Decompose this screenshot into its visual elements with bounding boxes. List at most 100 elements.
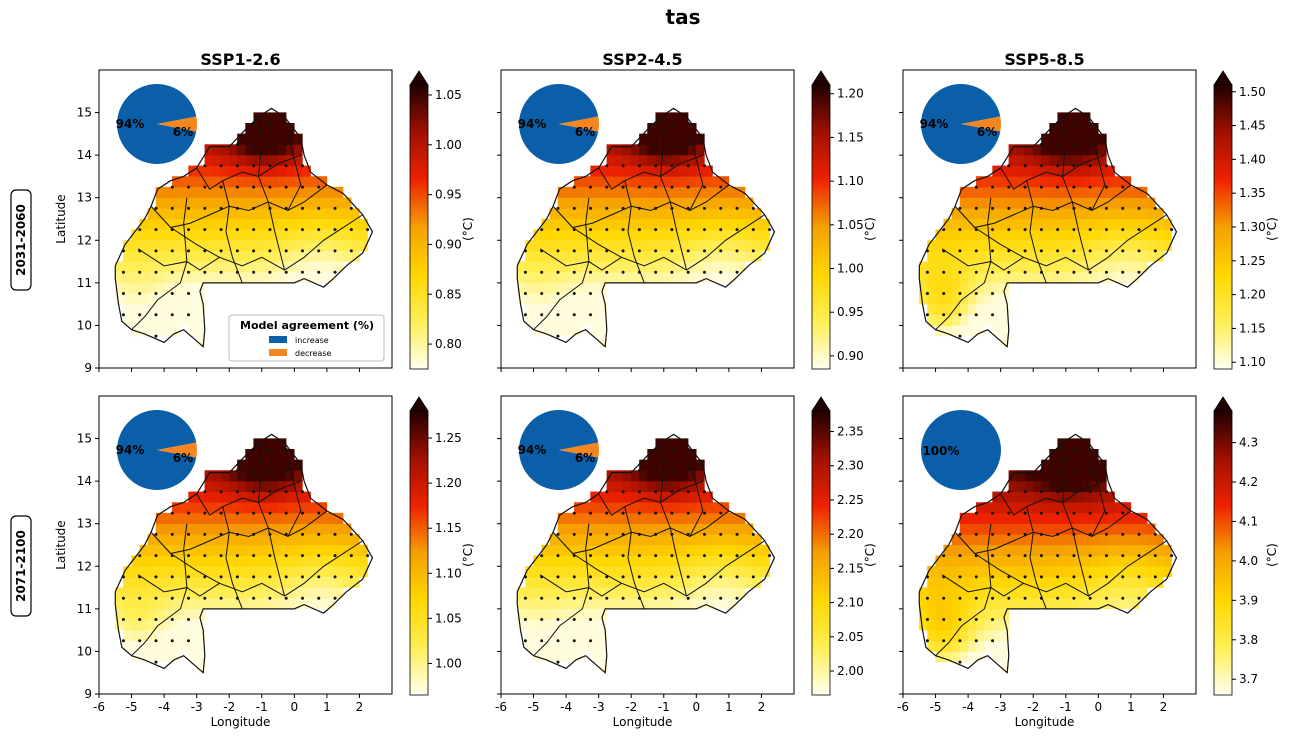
grid-cell <box>1041 272 1050 284</box>
stipple-dot <box>219 511 223 515</box>
grid-cell <box>196 325 206 337</box>
grid-cell <box>525 282 534 294</box>
grid-cell <box>1130 272 1140 284</box>
grid-cell <box>574 293 583 305</box>
grid-cell <box>147 629 157 641</box>
grid-cell <box>671 176 681 188</box>
grid-cell <box>351 240 360 252</box>
grid-cell <box>196 576 206 588</box>
grid-cell <box>631 261 640 273</box>
grid-cell <box>1033 566 1042 578</box>
grid-cell <box>984 293 993 305</box>
grid-cell <box>188 651 197 663</box>
stipple-dot <box>300 206 304 210</box>
stipple-dot <box>605 532 609 536</box>
grid-cell <box>984 512 993 524</box>
grid-cell <box>1033 154 1042 166</box>
agreement-pie: 94%6% <box>920 83 1002 164</box>
grid-cell <box>237 240 246 252</box>
grid-cell <box>549 651 559 663</box>
grid-cell <box>1155 240 1164 252</box>
grid-cell <box>679 250 689 262</box>
grid-cell <box>728 250 738 262</box>
grid-cell <box>1041 218 1050 230</box>
stipple-dot <box>252 511 256 515</box>
grid-cell <box>720 240 730 252</box>
stipple-dot <box>540 292 544 295</box>
grid-cell <box>188 240 197 252</box>
colorbar-label: (°C) <box>1265 543 1279 567</box>
grid-cell <box>647 154 656 166</box>
grid-cell <box>720 250 730 262</box>
grid-cell <box>549 293 559 305</box>
grid-cell <box>1138 229 1148 241</box>
grid-cell <box>1024 261 1034 273</box>
grid-cell <box>1000 218 1010 230</box>
grid-cell <box>212 144 222 156</box>
stipple-dot <box>1039 249 1043 253</box>
grid-cell <box>679 512 689 524</box>
grid-cell <box>1024 250 1034 262</box>
grid-cell <box>639 186 648 198</box>
stipple-dot <box>284 121 288 125</box>
grid-cell <box>253 598 262 610</box>
grid-cell <box>180 240 189 252</box>
grid-cell <box>1122 544 1132 556</box>
grid-cell <box>614 544 624 556</box>
stipple-dot <box>1056 249 1060 253</box>
stipple-dot <box>235 554 239 558</box>
region-border <box>941 540 1167 597</box>
grid-cell <box>326 240 336 252</box>
grid-cell <box>261 261 271 273</box>
grid-cell <box>631 186 640 198</box>
grid-cell <box>919 598 928 610</box>
grid-cell <box>1081 534 1091 546</box>
legend-swatch-increase <box>269 336 287 343</box>
grid-cell <box>671 240 681 252</box>
colorbar-extend-arrow <box>811 70 831 86</box>
grid-cell <box>696 502 705 514</box>
grid-cell <box>647 576 656 588</box>
grid-cell <box>196 651 206 663</box>
grid-cell <box>188 576 197 588</box>
grid-cell <box>245 555 254 567</box>
grid-cell <box>147 303 157 315</box>
grid-cell <box>172 218 181 230</box>
grid-cell <box>582 314 591 326</box>
grid-cell <box>753 250 762 262</box>
grid-cell <box>687 272 697 284</box>
grid-cell <box>1081 544 1091 556</box>
grid-cell <box>237 186 246 198</box>
grid-cell <box>212 534 222 546</box>
grid-cell <box>1049 133 1058 145</box>
stipple-dot <box>1023 511 1027 515</box>
stipple-dot <box>654 511 658 515</box>
grid-cell <box>927 314 936 326</box>
grid-cell <box>614 261 624 273</box>
grid-cell <box>188 608 197 620</box>
grid-cell <box>655 250 664 262</box>
stipple-dot <box>121 596 125 600</box>
stipple-dot <box>252 575 256 579</box>
grid-cell <box>204 261 214 273</box>
grid-cell <box>517 587 526 599</box>
grid-cell <box>1114 186 1123 198</box>
grid-cell <box>326 261 336 273</box>
grid-cell <box>1114 566 1123 578</box>
region-border <box>552 184 730 229</box>
grid-cell <box>237 470 246 482</box>
grid-cell <box>294 218 303 230</box>
grid-cell <box>639 470 648 482</box>
grid-cell <box>253 186 262 198</box>
grid-cell <box>1089 598 1099 610</box>
grid-cell <box>1024 186 1034 198</box>
stipple-dot <box>1104 164 1108 168</box>
grid-cell <box>180 523 189 535</box>
stipple-dot <box>1056 164 1060 168</box>
grid-cell <box>172 512 181 524</box>
grid-cell <box>188 218 197 230</box>
grid-cell <box>1016 197 1026 209</box>
grid-cell <box>1089 229 1099 241</box>
grid-cell <box>590 250 599 262</box>
grid-cell <box>1114 261 1123 273</box>
